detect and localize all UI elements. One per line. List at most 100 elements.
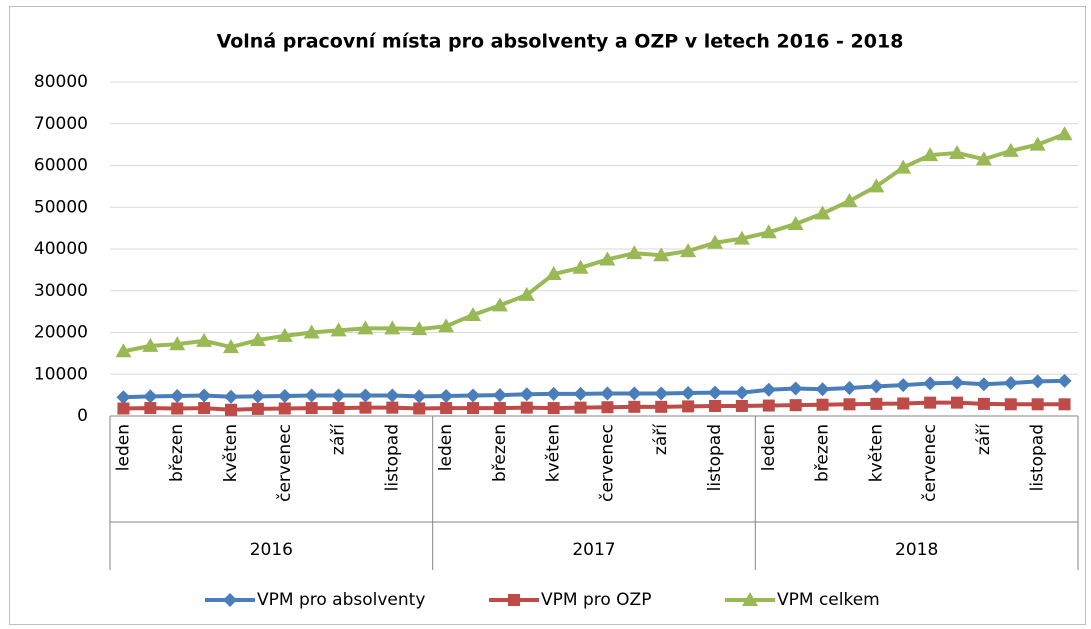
marker xyxy=(250,389,265,404)
marker xyxy=(358,388,373,403)
marker xyxy=(386,401,399,414)
marker xyxy=(198,402,211,415)
marker xyxy=(654,386,669,401)
y-tick-label: 20000 xyxy=(34,323,88,343)
marker xyxy=(682,400,695,413)
marker xyxy=(895,159,912,174)
marker xyxy=(841,192,858,207)
marker xyxy=(303,324,320,339)
marker xyxy=(171,402,184,415)
marker xyxy=(1003,376,1018,391)
marker xyxy=(413,402,426,415)
marker xyxy=(465,306,481,321)
legend-entry: VPM celkem xyxy=(725,590,880,610)
x-tick-label: červenec xyxy=(275,424,295,502)
x-tick-label: březen xyxy=(813,424,833,482)
x-tick-label: září xyxy=(329,423,349,455)
marker xyxy=(224,389,238,404)
marker xyxy=(923,376,938,391)
x-tick-label: září xyxy=(974,423,994,455)
marker xyxy=(1029,136,1046,151)
y-tick-label: 40000 xyxy=(34,239,88,259)
marker xyxy=(976,377,991,392)
marker xyxy=(491,297,508,312)
marker xyxy=(331,388,346,403)
marker xyxy=(896,378,911,393)
marker xyxy=(115,343,132,358)
marker xyxy=(762,399,775,412)
marker xyxy=(385,388,400,403)
marker xyxy=(573,386,588,401)
marker xyxy=(359,401,372,414)
marker xyxy=(735,399,748,412)
marker xyxy=(1056,126,1073,141)
marker xyxy=(249,332,266,347)
marker xyxy=(707,234,723,249)
x-tick-label: březen xyxy=(490,424,510,482)
marker xyxy=(143,389,158,404)
x-tick-label: květen xyxy=(866,424,886,482)
marker xyxy=(169,336,186,351)
x-tick-label: květen xyxy=(544,424,564,482)
group-label: 2018 xyxy=(895,540,938,560)
marker xyxy=(117,402,130,415)
y-tick-label: 0 xyxy=(77,406,88,426)
marker xyxy=(467,402,479,415)
marker xyxy=(843,398,856,411)
marker xyxy=(709,399,721,412)
marker xyxy=(276,327,293,342)
marker xyxy=(1057,373,1072,388)
y-tick-label: 60000 xyxy=(34,156,88,176)
marker xyxy=(842,381,857,396)
x-tick-label: listopad xyxy=(382,424,402,491)
group-label: 2017 xyxy=(572,540,615,560)
marker xyxy=(412,389,427,404)
marker xyxy=(788,381,803,396)
marker xyxy=(924,396,937,409)
marker xyxy=(1002,142,1019,157)
marker xyxy=(977,397,990,410)
legend-marker xyxy=(223,593,237,607)
marker xyxy=(466,388,480,403)
legend-label: VPM pro absolventy xyxy=(257,590,425,610)
legend-marker xyxy=(508,594,520,606)
x-tick-label: listopad xyxy=(1028,424,1048,491)
marker xyxy=(1031,398,1044,411)
marker xyxy=(681,386,696,401)
marker xyxy=(223,339,239,354)
marker xyxy=(897,397,910,410)
marker xyxy=(922,147,939,162)
marker xyxy=(519,387,534,402)
marker xyxy=(304,388,319,403)
marker xyxy=(975,151,992,166)
marker xyxy=(680,243,697,258)
y-tick-label: 80000 xyxy=(34,72,88,92)
marker xyxy=(196,332,213,347)
marker xyxy=(1004,398,1017,411)
marker xyxy=(787,215,804,230)
marker xyxy=(1030,374,1045,389)
marker xyxy=(547,402,560,415)
marker xyxy=(332,402,345,415)
marker xyxy=(357,320,374,335)
marker xyxy=(572,259,589,274)
group-label: 2016 xyxy=(250,540,293,560)
marker xyxy=(627,386,642,401)
marker xyxy=(655,400,668,413)
y-tick-label: 30000 xyxy=(34,281,88,301)
marker xyxy=(545,266,562,281)
marker xyxy=(951,396,963,409)
marker xyxy=(277,388,292,403)
legend-label: VPM pro OZP xyxy=(541,590,651,610)
marker xyxy=(438,318,455,333)
x-tick-label: červenec xyxy=(597,424,617,502)
x-tick-label: květen xyxy=(221,424,241,482)
x-tick-label: leden xyxy=(113,424,133,471)
marker xyxy=(734,385,749,400)
x-tick-label: březen xyxy=(167,424,187,482)
marker xyxy=(789,399,802,412)
marker xyxy=(599,251,616,266)
marker xyxy=(733,230,750,245)
marker xyxy=(760,224,777,239)
